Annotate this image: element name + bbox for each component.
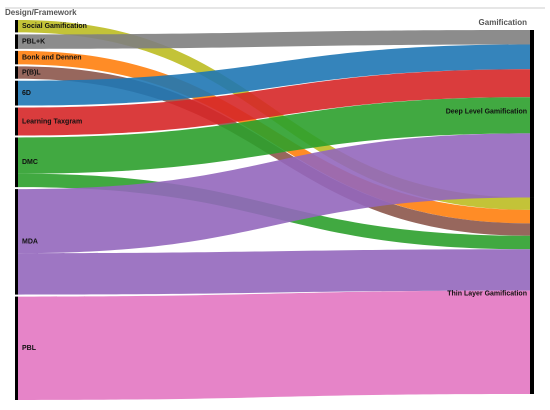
node-bar xyxy=(530,197,534,394)
node-bar xyxy=(15,34,18,49)
node-label: Social Gamification xyxy=(22,23,87,30)
node-bar xyxy=(15,66,18,79)
node-label: P(B)L xyxy=(22,69,41,76)
node-bar xyxy=(15,189,18,295)
node-label: 6D xyxy=(22,90,31,97)
node-label: Learning Taxgram xyxy=(22,118,82,125)
node-label: PBL+K xyxy=(22,38,45,45)
node-bar xyxy=(15,20,18,33)
node-bar xyxy=(530,30,534,198)
link xyxy=(18,69,530,136)
node-bar xyxy=(15,137,18,188)
node-label: Thin Layer Gamification xyxy=(447,291,527,298)
source-header: Design/Framework xyxy=(5,8,77,17)
node-bar xyxy=(15,80,18,106)
node-label: PBL xyxy=(22,345,37,352)
link xyxy=(18,30,530,49)
link xyxy=(18,44,530,106)
link xyxy=(18,133,530,254)
node-label: Deep Level Gamification xyxy=(446,109,527,116)
node-bar xyxy=(15,50,18,65)
link xyxy=(18,290,530,400)
link xyxy=(18,249,530,295)
node-bar xyxy=(15,296,18,400)
node-label: DMC xyxy=(22,159,38,166)
node-bar xyxy=(15,107,18,136)
node-label: Bonk and Dennen xyxy=(22,54,82,61)
node-label: MDA xyxy=(22,239,38,246)
target-header: Gamification xyxy=(479,18,528,27)
link xyxy=(18,97,530,174)
